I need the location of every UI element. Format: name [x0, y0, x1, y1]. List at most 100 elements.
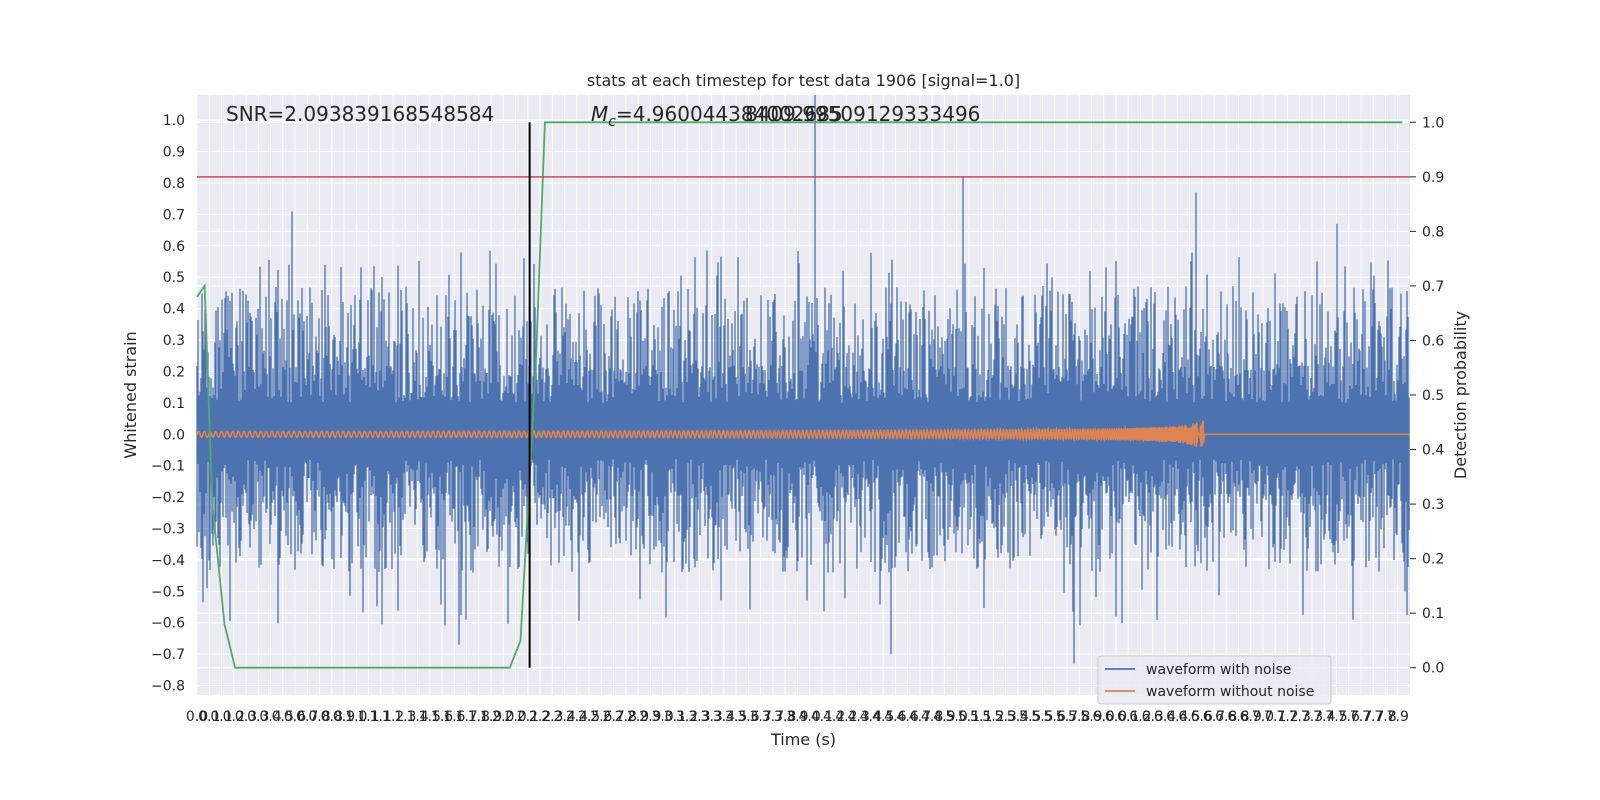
y-axis-right-title: Detection probability — [1451, 311, 1470, 479]
x-tick-label: 5.5 — [1019, 709, 1041, 725]
x-tick-label: 4.9 — [933, 709, 955, 725]
x-tick-label: 0.7 — [296, 709, 318, 725]
x-tick-label: 6.9 — [1240, 709, 1262, 725]
x-tick-label: 3.7 — [749, 709, 771, 725]
y-tick-label-left: −0.2 — [151, 490, 185, 506]
x-tick-label: 7.7 — [1362, 709, 1384, 725]
x-tick-label: 1.6 — [431, 709, 453, 725]
x-tick-label: 6.7 — [1203, 709, 1225, 725]
x-tick-label: 2.2 — [529, 709, 551, 725]
x-tick-label: 1.3 — [394, 709, 416, 725]
x-tick-label: 0.1 — [198, 709, 220, 725]
x-tick-label: 5.7 — [1056, 709, 1078, 725]
legend-label-noise: waveform with noise — [1146, 662, 1291, 678]
x-tick-label: 7.4 — [1313, 709, 1335, 725]
x-tick-label: 4.8 — [921, 709, 943, 725]
x-tick-label: 2.9 — [639, 709, 661, 725]
x-tick-label: 1.1 — [357, 709, 379, 725]
y-tick-label-left: −0.3 — [151, 522, 185, 538]
x-tick-label: 5.1 — [970, 709, 992, 725]
x-tick-label: 3.3 — [688, 709, 710, 725]
clean-waveform-line — [196, 419, 1410, 447]
x-tick-label: 7.8 — [1374, 709, 1396, 725]
x-tick-label: 5.2 — [982, 709, 1004, 725]
y-tick-label-left: −0.8 — [151, 679, 185, 695]
x-tick-label: 6.5 — [1178, 709, 1200, 725]
x-tick-label: 3.5 — [725, 709, 747, 725]
x-tick-label: 5.5 — [1031, 709, 1053, 725]
x-tick-label: 0.1 — [210, 709, 232, 725]
y-tick-label-left: 0.4 — [163, 302, 185, 318]
x-tick-label: 3.9 — [786, 709, 808, 725]
snr-annotation: SNR=2.093839168548584 — [226, 102, 494, 126]
x-tick-label: 6.0 — [1105, 709, 1127, 725]
x-tick-label: 3.6 — [737, 709, 759, 725]
x-tick-label: 3.3 — [700, 709, 722, 725]
x-tick-label: 7.6 — [1338, 709, 1360, 725]
chirp-mass-annotation: Mc=4.960044384002685 — [591, 102, 843, 130]
y-tick-label-left: −0.4 — [151, 553, 185, 569]
y-tick-label-left: 0.9 — [163, 145, 185, 161]
x-tick-label: 0.4 — [259, 709, 281, 725]
x-tick-label: 2.0 — [492, 709, 514, 725]
x-tick-label: 1.2 — [382, 709, 404, 725]
y-tick-label-left: 0.8 — [163, 176, 185, 192]
x-tick-label: 7.3 — [1301, 709, 1323, 725]
y-tick-label-left: −0.7 — [151, 647, 185, 663]
x-tick-label: 0.2 — [223, 709, 245, 725]
x-tick-label: 4.7 — [909, 709, 931, 725]
x-tick-label: 0.8 — [321, 709, 343, 725]
x-tick-label: 6.4 — [1166, 709, 1188, 725]
y-tick-label-right: 0.3 — [1422, 497, 1444, 513]
x-tick-label: 5.4 — [1007, 709, 1029, 725]
x-tick-label: 6.4 — [1154, 709, 1176, 725]
x-tick-label: 7.7 — [1350, 709, 1372, 725]
x-tick-label: 1.5 — [419, 709, 441, 725]
x-tick-label: 2.3 — [541, 709, 563, 725]
x-tick-label: 0.0 — [186, 709, 208, 725]
x-tick-label: 5.6 — [1044, 709, 1066, 725]
x-tick-label: 5.0 — [946, 709, 968, 725]
y-tick-label-right: 0.9 — [1422, 170, 1444, 186]
x-tick-label: 3.4 — [713, 709, 735, 725]
overlap-annotation: 8409.99509129333496 — [745, 102, 980, 126]
x-tick-label: 4.1 — [811, 709, 833, 725]
x-tick-label: 7.2 — [1276, 709, 1298, 725]
x-tick-label: 2.7 — [602, 709, 624, 725]
x-tick-label: 4.4 — [860, 709, 882, 725]
y-tick-label-right: 0.5 — [1422, 388, 1444, 404]
chirp-mass-value: =4.960044384002685 — [616, 102, 843, 126]
x-tick-label: 5.3 — [995, 709, 1017, 725]
y-axis-left-title: Whitened strain — [121, 331, 140, 458]
x-tick-label: 2.9 — [627, 709, 649, 725]
x-axis-title: Time (s) — [770, 730, 836, 749]
y-tick-label-left: −0.6 — [151, 616, 185, 632]
x-tick-label: 0.8 — [308, 709, 330, 725]
chart-title: stats at each timestep for test data 190… — [587, 71, 1020, 90]
y-tick-label-left: 0.7 — [163, 207, 185, 223]
x-tick-label: 0.5 — [272, 709, 294, 725]
x-tick-label: 2.5 — [578, 709, 600, 725]
x-tick-label: 0.6 — [284, 709, 306, 725]
y-ticks-left: −0.8 −0.7 −0.6 −0.5 −0.4 −0.3 −0.2 −0.1 0.0 0.1 0.… — [151, 113, 185, 694]
y-tick-label-left: 0.5 — [163, 270, 185, 286]
x-tick-label: 4.6 — [884, 709, 906, 725]
x-tick-label: 4.0 — [798, 709, 820, 725]
x-tick-label: 2.1 — [517, 709, 539, 725]
y-tick-label-right: 0.8 — [1422, 224, 1444, 240]
x-tick-label: 6.6 — [1191, 709, 1213, 725]
x-tick-label: 0.3 — [235, 709, 257, 725]
y-tick-label-left: −0.1 — [151, 459, 185, 475]
reference-lines — [197, 122, 1410, 668]
x-tick-label: 0.3 — [247, 709, 269, 725]
x-tick-label: 7.9 — [1387, 709, 1409, 725]
x-tick-label: 2.4 — [566, 709, 588, 725]
x-tick-label: 7.5 — [1325, 709, 1347, 725]
probability-line — [196, 121, 1403, 669]
x-tick-label: 4.3 — [848, 709, 870, 725]
y-tick-label-left: 0.1 — [163, 396, 185, 412]
legend-box — [1097, 655, 1332, 705]
x-tick-label: 1.8 — [468, 709, 490, 725]
x-tick-label: 5.8 — [1068, 709, 1090, 725]
